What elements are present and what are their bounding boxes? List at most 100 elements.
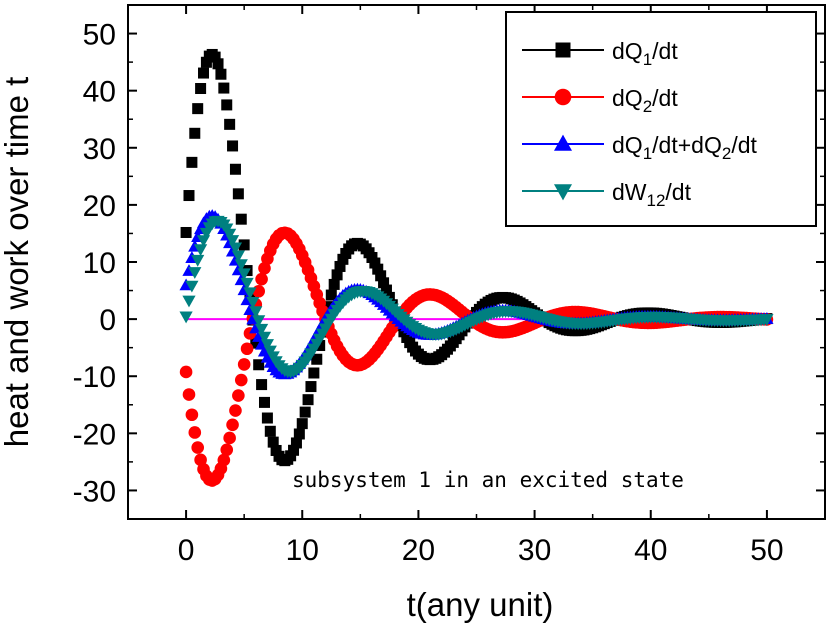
data-point <box>229 163 241 175</box>
data-point <box>237 358 251 371</box>
data-point <box>322 301 334 313</box>
data-point <box>234 373 248 387</box>
data-point <box>366 252 378 264</box>
data-point <box>232 188 244 200</box>
data-point <box>311 353 323 365</box>
data-point <box>223 228 237 241</box>
data-point <box>260 339 274 351</box>
data-point <box>191 441 204 454</box>
data-point <box>252 315 266 328</box>
data-point <box>288 444 300 456</box>
data-point <box>200 56 212 68</box>
data-point <box>331 269 343 281</box>
data-point <box>305 381 317 393</box>
data-point <box>185 408 199 422</box>
y-tick-label: -20 <box>73 418 116 451</box>
data-point <box>254 323 269 336</box>
data-point <box>195 83 207 95</box>
data-point <box>225 235 240 247</box>
data-point <box>249 306 263 319</box>
data-point <box>192 103 204 115</box>
data-point <box>302 394 314 406</box>
data-point <box>299 406 311 418</box>
data-point <box>188 426 202 439</box>
data-point <box>246 296 260 309</box>
data-point <box>185 280 199 293</box>
data-point <box>217 453 231 467</box>
data-point <box>228 242 243 255</box>
y-tick-label: 50 <box>83 19 116 52</box>
y-tick-label: 20 <box>83 190 116 223</box>
data-point <box>398 326 410 338</box>
x-tick-label: 40 <box>634 534 667 567</box>
x-tick-label: 30 <box>518 534 551 567</box>
y-tick-label: 0 <box>99 304 116 337</box>
data-point <box>221 99 233 111</box>
annotation: subsystem 1 in an excited state <box>292 468 684 492</box>
y-axis-title: heat and work over time t <box>0 77 35 448</box>
data-point <box>308 367 320 379</box>
x-tick-label: 0 <box>178 534 195 567</box>
data-point <box>223 431 236 445</box>
data-point <box>182 388 196 401</box>
data-point <box>760 314 774 326</box>
legend-marker <box>554 134 572 151</box>
data-point <box>235 213 247 225</box>
legend: dQ1/dt dQ2/dt dQ1/dt+dQ2/dt dW12/dt <box>505 11 817 227</box>
x-tick-label: 20 <box>402 534 435 567</box>
series-layer <box>179 48 774 487</box>
data-point <box>189 127 201 139</box>
data-point <box>231 250 245 263</box>
data-point <box>264 425 276 437</box>
data-point <box>232 389 245 402</box>
x-tick-label: 50 <box>750 534 783 567</box>
legend-entry-3: dQ1/dt+dQ2/dt <box>612 132 757 163</box>
data-point <box>198 67 210 79</box>
data-point <box>220 443 234 457</box>
axes-layer: 0 10 20 30 40 50 -30 -20 -10 0 10 20 30 40 50 <box>73 4 826 567</box>
data-point <box>212 58 224 70</box>
legend-marker <box>554 88 572 106</box>
data-point <box>258 396 270 408</box>
legend-entry-2: dQ2/dt <box>612 85 678 116</box>
data-point <box>257 331 272 344</box>
data-point <box>378 277 390 289</box>
data-point <box>250 337 262 349</box>
data-point <box>182 295 196 308</box>
legend-entry-1: dQ1/dt <box>612 38 678 69</box>
data-point <box>180 226 192 238</box>
data-point <box>224 118 236 130</box>
data-point <box>285 450 297 462</box>
data-point <box>238 239 250 251</box>
data-point <box>227 140 239 152</box>
data-point <box>194 244 208 257</box>
data-point <box>372 263 384 275</box>
series-4 <box>179 215 774 379</box>
data-point <box>253 359 265 371</box>
data-point <box>186 156 198 168</box>
data-point <box>226 418 239 432</box>
data-point <box>209 51 221 63</box>
y-tick-label: 30 <box>83 133 116 166</box>
data-point <box>337 253 349 265</box>
legend-marker <box>554 184 572 201</box>
data-point <box>183 190 195 202</box>
data-point <box>293 428 305 440</box>
data-point <box>334 260 346 272</box>
data-point <box>380 284 392 296</box>
data-point <box>290 437 302 449</box>
data-point <box>218 82 230 94</box>
y-tick-label: 40 <box>83 76 116 109</box>
data-point <box>243 287 257 300</box>
data-point <box>215 68 227 80</box>
y-tick-label: -30 <box>73 475 116 508</box>
data-point <box>369 257 381 269</box>
data-point <box>240 342 254 356</box>
data-point <box>261 412 273 424</box>
data-point <box>255 272 268 286</box>
y-tick-label: -10 <box>73 361 116 394</box>
x-axis-title: t(any unit) <box>407 586 554 623</box>
data-point <box>325 289 337 301</box>
data-point <box>237 268 251 281</box>
